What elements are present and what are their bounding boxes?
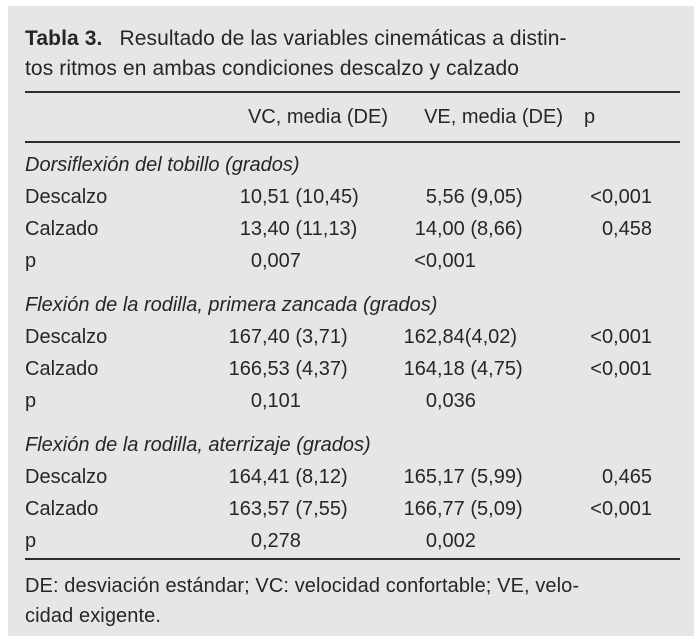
ve-cell: 0,036 — [425, 390, 476, 412]
footnote-line2: cidad exigente. — [25, 605, 162, 627]
column-header-ve: VE, media (DE) — [424, 106, 563, 128]
p-cell: 0,458 — [601, 218, 652, 240]
column-header-p: p — [584, 106, 596, 128]
column-header-empty — [25, 93, 218, 141]
section-heading: Flexión de la rodilla, primera zancada (… — [25, 294, 438, 316]
bottom-rule — [25, 558, 680, 560]
p-cell — [563, 245, 680, 277]
table-section: Dorsiflexión del tobillo (grados) Descal… — [25, 149, 680, 277]
vc-cell: 164,41 (8,12) — [228, 466, 348, 488]
row-label-cell: Descalzo — [25, 326, 108, 348]
table-number-label: Tabla 3. — [25, 27, 103, 50]
ve-cell: <0,001 — [414, 250, 476, 272]
vc-cell: 166,53 (4,37) — [228, 358, 348, 380]
table-row: Descalzo 10,51 (10,45) 5,56 (9,05) <0,00… — [25, 181, 680, 213]
table-section: Flexión de la rodilla, aterrizaje (grado… — [25, 429, 680, 557]
row-label-cell: Calzado — [25, 498, 99, 520]
table-row: p 0,278 0,002 — [25, 525, 680, 557]
table-row: Calzado 163,57 (7,55) 166,77 (5,09) <0,0… — [25, 493, 680, 525]
ve-cell: 14,00 (8,66) — [414, 218, 523, 240]
table-title-text-line2: tos ritmos en ambas condiciones descalzo… — [25, 57, 520, 80]
row-label-cell: p — [25, 530, 37, 552]
vc-cell: 13,40 (11,13) — [239, 218, 358, 240]
table-body: Dorsiflexión del tobillo (grados) Descal… — [25, 143, 680, 557]
top-rule — [25, 91, 680, 93]
vc-cell: 163,57 (7,55) — [228, 498, 348, 520]
row-label-cell: p — [25, 390, 37, 412]
vc-cell: 0,101 — [250, 390, 301, 412]
row-label-cell: Calzado — [25, 218, 99, 240]
footnote-line1: DE: desviación estándar; VC: velocidad c… — [25, 575, 580, 597]
table-row: Descalzo 167,40 (3,71) 162,84(4,02) <0,0… — [25, 321, 680, 353]
p-cell: 0,465 — [601, 466, 652, 488]
p-cell: <0,001 — [590, 358, 652, 380]
header-rule — [25, 141, 680, 143]
table-header-row: VC, media (DE) VE, media (DE) p — [25, 93, 680, 141]
section-heading: Flexión de la rodilla, aterrizaje (grado… — [25, 434, 371, 456]
table-title-text-line1: Resultado de las variables cinemáticas a… — [119, 27, 567, 50]
table-row: Calzado 166,53 (4,37) 164,18 (4,75) <0,0… — [25, 353, 680, 385]
ve-cell: 0,002 — [425, 530, 476, 552]
p-cell — [563, 525, 680, 557]
ve-cell: 162,84(4,02) — [403, 326, 518, 348]
table-row: Descalzo 164,41 (8,12) 165,17 (5,99) 0,4… — [25, 461, 680, 493]
table-card: Tabla 3. Resultado de las variables cinem… — [8, 6, 694, 636]
vc-cell: 0,278 — [250, 530, 301, 552]
ve-cell: 164,18 (4,75) — [403, 358, 523, 380]
vc-cell: 167,40 (3,71) — [228, 326, 348, 348]
p-cell: <0,001 — [590, 326, 652, 348]
ve-cell: 165,17 (5,99) — [403, 466, 523, 488]
ve-cell: 166,77 (5,09) — [403, 498, 523, 520]
table-row: p 0,101 0,036 — [25, 385, 680, 417]
row-label-cell: Calzado — [25, 358, 99, 380]
row-label-cell: Descalzo — [25, 466, 108, 488]
row-label-cell: Descalzo — [25, 186, 108, 208]
section-heading: Dorsiflexión del tobillo (grados) — [25, 154, 300, 176]
table-footnote: DE: desviación estándar; VC: velocidad c… — [25, 571, 680, 631]
table-section: Flexión de la rodilla, primera zancada (… — [25, 289, 680, 417]
table-row: Calzado 13,40 (11,13) 14,00 (8,66) 0,458 — [25, 213, 680, 245]
table-row: p 0,007 <0,001 — [25, 245, 680, 277]
table-title-line1: Tabla 3. Resultado de las variables cinem… — [25, 24, 680, 54]
p-cell: <0,001 — [590, 498, 652, 520]
vc-cell: 0,007 — [250, 250, 301, 272]
p-cell — [563, 385, 680, 417]
vc-cell: 10,51 (10,45) — [239, 186, 359, 208]
ve-cell: 5,56 (9,05) — [425, 186, 523, 208]
column-header-vc: VC, media (DE) — [247, 106, 388, 128]
table-title: Tabla 3. Resultado de las variables cinem… — [25, 24, 680, 84]
row-label-cell: p — [25, 250, 37, 272]
p-cell: <0,001 — [590, 186, 652, 208]
